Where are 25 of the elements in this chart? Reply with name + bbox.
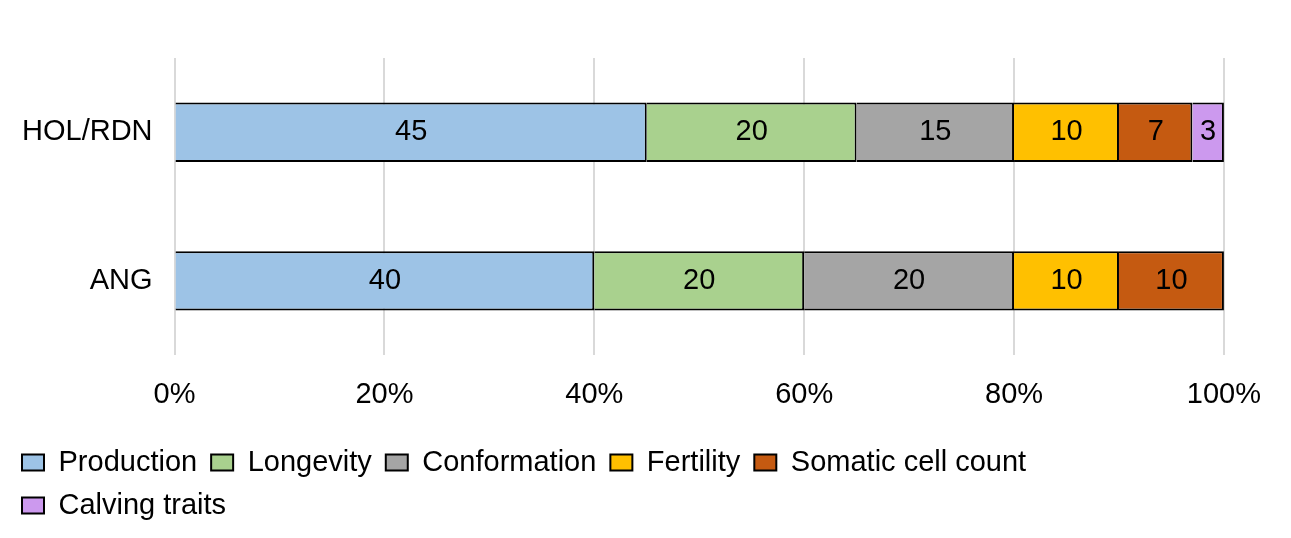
legend-label: Conformation bbox=[422, 444, 597, 477]
data-label: 10 bbox=[1050, 262, 1083, 295]
x-tick-label: 40% bbox=[565, 376, 624, 409]
legend-label: Calving traits bbox=[58, 487, 227, 520]
data-label: 40 bbox=[368, 262, 402, 295]
data-label: 20 bbox=[735, 114, 768, 147]
y-tick-label: ANG bbox=[89, 262, 153, 295]
legend-label: Fertility bbox=[646, 444, 741, 477]
x-tick-label: 80% bbox=[985, 376, 1044, 409]
legend-label: Somatic cell count bbox=[790, 444, 1027, 477]
data-label: 10 bbox=[1155, 262, 1188, 295]
legend-label: Production bbox=[58, 444, 198, 477]
data-label: 20 bbox=[683, 262, 716, 295]
data-label: 10 bbox=[1050, 114, 1083, 147]
x-tick-label: 60% bbox=[775, 376, 834, 409]
data-label: 7 bbox=[1147, 114, 1164, 147]
data-label: 45 bbox=[395, 114, 428, 147]
data-label: 20 bbox=[892, 262, 926, 295]
x-tick-label: 100% bbox=[1186, 376, 1261, 409]
x-tick-label: 20% bbox=[355, 376, 414, 409]
data-label: 3 bbox=[1200, 114, 1217, 147]
legend-label: Longevity bbox=[247, 444, 373, 477]
y-tick-label: HOL/RDN bbox=[22, 114, 153, 147]
x-tick-label: 0% bbox=[153, 376, 196, 409]
data-label: 15 bbox=[919, 114, 952, 147]
